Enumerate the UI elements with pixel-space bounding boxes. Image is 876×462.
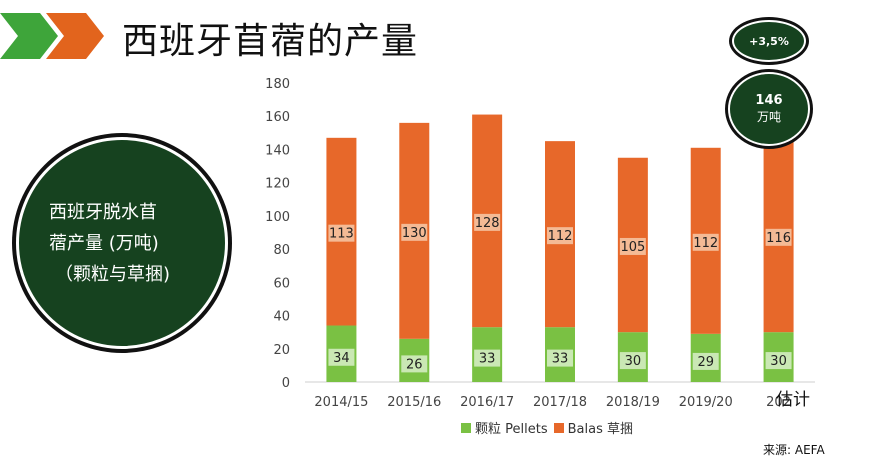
y-tick-label: 60 (273, 276, 290, 291)
y-tick-label: 80 (273, 243, 290, 258)
data-label-box (692, 233, 719, 251)
orange-chevron-icon (46, 13, 104, 59)
legend-swatch-pellets (461, 422, 471, 433)
data-label: 130 (402, 226, 427, 241)
growth-badge: +3,5% (732, 20, 806, 62)
y-tick-label: 100 (265, 210, 290, 225)
data-label-box (765, 352, 792, 370)
y-tick-label: 160 (265, 110, 290, 125)
data-label: 29 (697, 355, 714, 370)
page-title: 西班牙苜蓿的产量 (122, 21, 419, 62)
data-label-box (401, 355, 428, 373)
circle-text-line-1: 西班牙脱水苜 (49, 201, 157, 223)
total-estimate-badge: 146 万吨 (728, 72, 810, 146)
data-label: 34 (333, 351, 350, 366)
data-label: 112 (548, 229, 573, 244)
x-tick-label: 2017/18 (533, 395, 587, 410)
data-label-box (474, 349, 501, 367)
data-label-box (619, 352, 646, 370)
circle-text-line-3: （颗粒与草捆) (55, 263, 171, 285)
y-tick-label: 140 (265, 143, 290, 158)
y-tick-label: 120 (265, 177, 290, 192)
circle-text-line-2: 蓿产量 (万吨) (49, 232, 159, 254)
data-label: 116 (766, 231, 791, 246)
y-tick-label: 40 (273, 310, 290, 325)
data-label: 30 (625, 354, 642, 369)
data-label-box (474, 213, 501, 231)
data-label: 128 (475, 216, 500, 231)
legend-swatch-balas (553, 422, 564, 433)
total-value: 146 (755, 93, 783, 108)
x-tick-label: 2014/15 (314, 395, 368, 410)
data-label-box (765, 228, 792, 246)
x-tick-label: 202 (766, 395, 791, 410)
data-label: 33 (479, 352, 496, 367)
data-label-box (619, 237, 646, 255)
production-description-circle: 西班牙脱水苜 蓿产量 (万吨) （颗粒与草捆) (16, 137, 228, 349)
y-tick-label: 20 (273, 343, 290, 358)
data-label: 112 (693, 236, 718, 251)
data-label-box (328, 348, 355, 366)
estimate-label: 估计 (776, 390, 810, 410)
data-label: 113 (329, 227, 354, 242)
data-label: 105 (620, 240, 645, 255)
data-label-box (328, 224, 355, 242)
data-label-box (692, 352, 719, 370)
data-label: 26 (406, 357, 423, 372)
x-tick-label: 2016/17 (460, 395, 514, 410)
data-label: 33 (552, 352, 569, 367)
green-chevron-icon (0, 13, 58, 59)
data-label-box (547, 349, 573, 367)
x-tick-label: 2015/16 (387, 395, 441, 410)
growth-value: +3,5% (749, 34, 789, 48)
data-label-box (547, 227, 573, 245)
x-tick-label: 2018/19 (606, 395, 660, 410)
y-tick-label: 0 (282, 376, 290, 391)
total-unit: 万吨 (756, 110, 781, 124)
chart-legend: 颗粒 Pellets Balas 草捆 (455, 418, 633, 437)
x-tick-label: 2019/20 (679, 395, 733, 410)
data-label-box (401, 223, 428, 241)
data-label: 30 (770, 354, 787, 369)
legend-label-balas: Balas 草捆 (567, 422, 633, 437)
source-note: 来源: AEFA (763, 443, 825, 457)
y-tick-label: 180 (265, 77, 290, 92)
legend-label-pellets: 颗粒 Pellets (475, 422, 548, 437)
